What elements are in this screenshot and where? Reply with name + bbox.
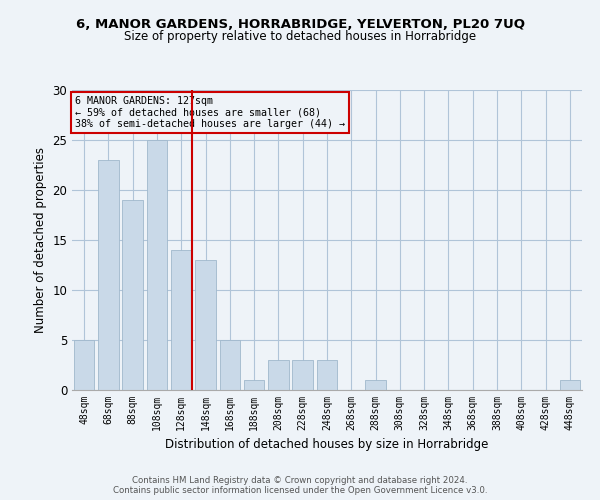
- Text: 6, MANOR GARDENS, HORRABRIDGE, YELVERTON, PL20 7UQ: 6, MANOR GARDENS, HORRABRIDGE, YELVERTON…: [76, 18, 524, 30]
- Text: Contains HM Land Registry data © Crown copyright and database right 2024.: Contains HM Land Registry data © Crown c…: [132, 476, 468, 485]
- Bar: [292, 360, 313, 390]
- Y-axis label: Number of detached properties: Number of detached properties: [34, 147, 47, 333]
- Bar: [195, 260, 216, 390]
- Bar: [244, 380, 265, 390]
- Bar: [560, 380, 580, 390]
- Bar: [171, 250, 191, 390]
- Text: Contains public sector information licensed under the Open Government Licence v3: Contains public sector information licen…: [113, 486, 487, 495]
- Bar: [317, 360, 337, 390]
- X-axis label: Distribution of detached houses by size in Horrabridge: Distribution of detached houses by size …: [166, 438, 488, 452]
- Bar: [74, 340, 94, 390]
- Text: Size of property relative to detached houses in Horrabridge: Size of property relative to detached ho…: [124, 30, 476, 43]
- Bar: [268, 360, 289, 390]
- Bar: [146, 140, 167, 390]
- Bar: [365, 380, 386, 390]
- Bar: [220, 340, 240, 390]
- Bar: [122, 200, 143, 390]
- Bar: [98, 160, 119, 390]
- Text: 6 MANOR GARDENS: 127sqm
← 59% of detached houses are smaller (68)
38% of semi-de: 6 MANOR GARDENS: 127sqm ← 59% of detache…: [74, 96, 344, 129]
